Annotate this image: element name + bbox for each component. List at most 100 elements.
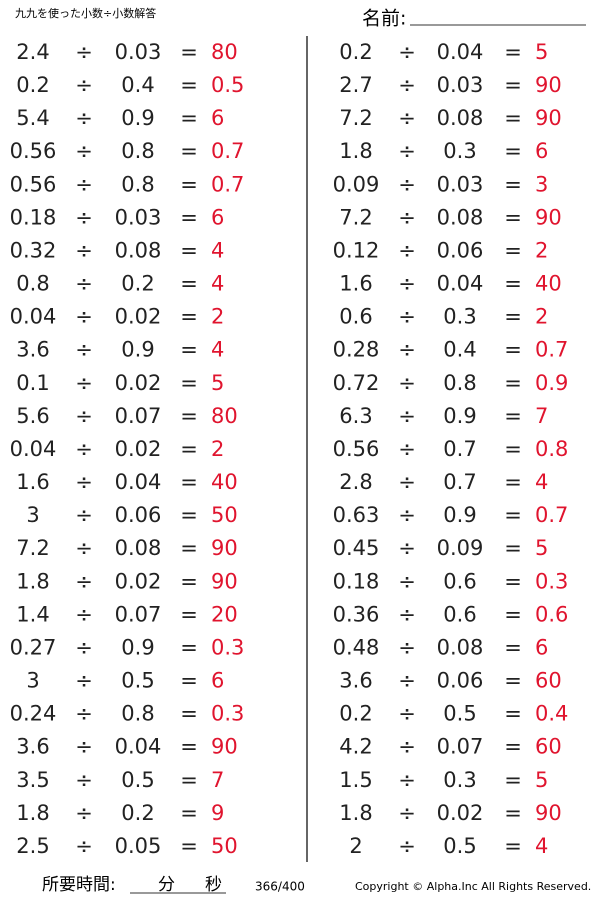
- divide-sign: ÷: [75, 602, 93, 626]
- divide-sign: ÷: [75, 669, 93, 693]
- answer: 0.3: [211, 702, 244, 726]
- divisor: 0.7: [443, 470, 476, 494]
- equals-sign: =: [180, 569, 198, 593]
- divide-sign: ÷: [75, 40, 93, 64]
- divide-sign: ÷: [398, 106, 416, 130]
- equals-sign: =: [180, 238, 198, 262]
- divide-sign: ÷: [398, 702, 416, 726]
- minutes-label: 分: [158, 875, 175, 895]
- equals-sign: =: [504, 768, 522, 792]
- divisor: 0.07: [115, 602, 162, 626]
- divisor: 0.6: [443, 602, 476, 626]
- divide-sign: ÷: [398, 669, 416, 693]
- divisor: 0.08: [115, 536, 162, 560]
- answer: 0.3: [535, 569, 568, 593]
- equals-sign: =: [180, 172, 198, 196]
- equals-sign: =: [504, 73, 522, 97]
- dividend: 1.8: [339, 139, 372, 163]
- dividend: 0.48: [333, 635, 380, 659]
- dividend: 0.18: [10, 205, 57, 229]
- dividend: 1.5: [339, 768, 372, 792]
- answer: 6: [535, 139, 548, 163]
- copyright: Copyright © Alpha.Inc All Rights Reserve…: [355, 880, 591, 893]
- dividend: 0.56: [10, 139, 57, 163]
- answer: 60: [535, 669, 562, 693]
- dividend: 0.12: [333, 238, 380, 262]
- answer: 90: [211, 536, 238, 560]
- dividend: 1.8: [16, 569, 49, 593]
- divisor: 0.03: [437, 172, 484, 196]
- divide-sign: ÷: [75, 272, 93, 296]
- answer: 4: [211, 272, 224, 296]
- answer: 4: [535, 470, 548, 494]
- dividend: 3.6: [16, 338, 49, 362]
- answer: 90: [535, 801, 562, 825]
- divide-sign: ÷: [75, 73, 93, 97]
- dividend: 0.27: [10, 635, 57, 659]
- equals-sign: =: [504, 801, 522, 825]
- divide-sign: ÷: [75, 305, 93, 329]
- answer: 90: [535, 205, 562, 229]
- answer: 0.7: [535, 503, 568, 527]
- divide-sign: ÷: [75, 569, 93, 593]
- dividend: 0.63: [333, 503, 380, 527]
- equals-sign: =: [180, 73, 198, 97]
- dividend: 0.45: [333, 536, 380, 560]
- divisor: 0.5: [443, 702, 476, 726]
- answer: 0.7: [211, 139, 244, 163]
- divisor: 0.08: [437, 205, 484, 229]
- divisor: 0.02: [115, 569, 162, 593]
- divide-sign: ÷: [75, 702, 93, 726]
- equals-sign: =: [180, 768, 198, 792]
- divisor: 0.04: [437, 272, 484, 296]
- equals-sign: =: [180, 735, 198, 759]
- dividend: 2.5: [16, 834, 49, 858]
- divisor: 0.9: [121, 635, 154, 659]
- divisor: 0.4: [443, 338, 476, 362]
- divide-sign: ÷: [398, 635, 416, 659]
- divide-sign: ÷: [398, 536, 416, 560]
- dividend: 0.32: [10, 238, 57, 262]
- divisor: 0.07: [437, 735, 484, 759]
- time-label: 所要時間:: [42, 875, 116, 895]
- dividend: 2.7: [339, 73, 372, 97]
- divide-sign: ÷: [75, 503, 93, 527]
- equals-sign: =: [504, 404, 522, 428]
- dividend: 0.04: [10, 305, 57, 329]
- equals-sign: =: [180, 305, 198, 329]
- divisor: 0.09: [437, 536, 484, 560]
- divide-sign: ÷: [398, 569, 416, 593]
- answer: 0.9: [535, 371, 568, 395]
- divide-sign: ÷: [398, 272, 416, 296]
- divisor: 0.5: [443, 834, 476, 858]
- dividend: 0.2: [339, 40, 372, 64]
- dividend: 0.28: [333, 338, 380, 362]
- equals-sign: =: [504, 503, 522, 527]
- divide-sign: ÷: [75, 470, 93, 494]
- divisor: 0.08: [437, 106, 484, 130]
- equals-sign: =: [504, 635, 522, 659]
- divisor: 0.9: [443, 503, 476, 527]
- dividend: 0.2: [339, 702, 372, 726]
- divide-sign: ÷: [398, 503, 416, 527]
- answer: 9: [211, 801, 224, 825]
- dividend: 0.8: [16, 272, 49, 296]
- equals-sign: =: [180, 404, 198, 428]
- answer: 6: [211, 669, 224, 693]
- divisor: 0.6: [443, 569, 476, 593]
- answer: 90: [535, 73, 562, 97]
- equals-sign: =: [504, 437, 522, 461]
- equals-sign: =: [180, 470, 198, 494]
- dividend: 6.3: [339, 404, 372, 428]
- answer: 0.7: [535, 338, 568, 362]
- dividend: 2.8: [339, 470, 372, 494]
- divisor: 0.2: [121, 801, 154, 825]
- divide-sign: ÷: [398, 371, 416, 395]
- divide-sign: ÷: [398, 834, 416, 858]
- dividend: 0.09: [333, 172, 380, 196]
- seconds-label: 秒: [205, 875, 222, 895]
- dividend: 0.36: [333, 602, 380, 626]
- dividend: 3: [26, 669, 39, 693]
